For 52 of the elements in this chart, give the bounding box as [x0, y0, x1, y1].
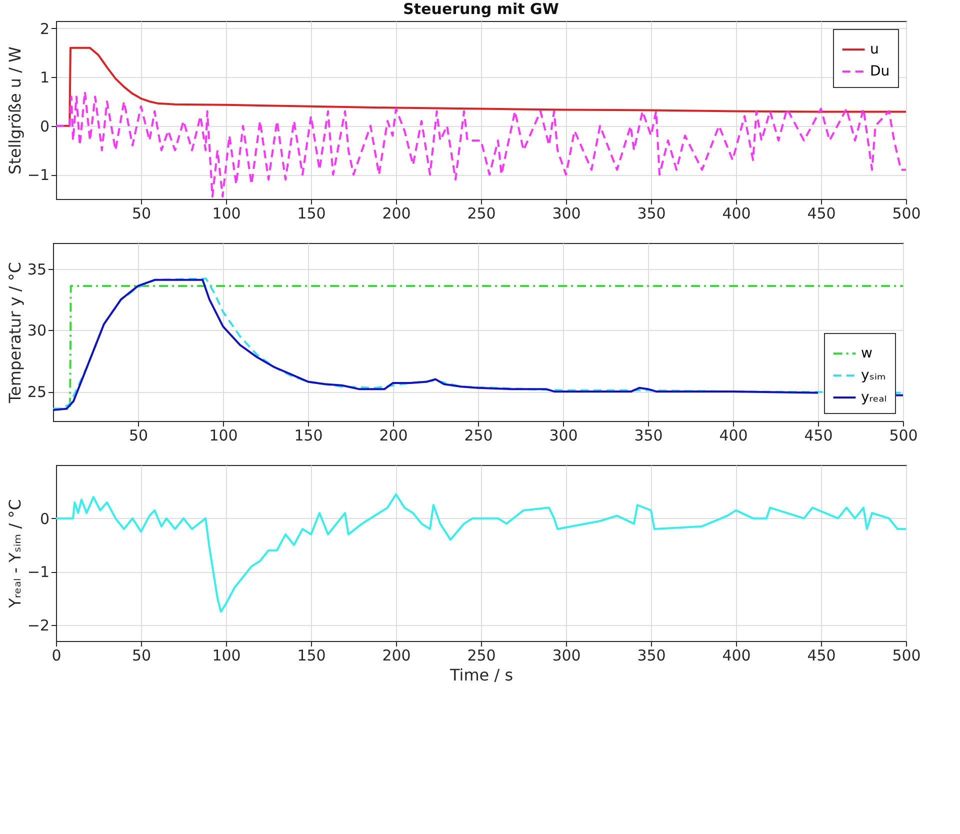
- y-tick-label: −2: [27, 616, 50, 634]
- x-tick-label: 200: [382, 646, 411, 664]
- x-tick-label: 50: [132, 204, 152, 222]
- x-tick-label: 400: [722, 204, 751, 222]
- x-tick-label: 350: [634, 426, 663, 444]
- y-tick-label: −1: [27, 563, 50, 582]
- x-axis-title: Time / s: [448, 666, 514, 684]
- x-tick-label: 250: [467, 204, 496, 222]
- y-tick-label: 35: [27, 260, 46, 278]
- x-tick-label: 500: [889, 426, 918, 444]
- legend-label: Du: [870, 64, 890, 80]
- x-tick-label: 100: [212, 646, 241, 664]
- y-tick-label: 2: [40, 20, 50, 38]
- x-tick-label: 450: [804, 426, 833, 444]
- legend-label: yₛᵢₘ: [861, 368, 886, 384]
- x-tick-label: 200: [382, 204, 411, 222]
- x-tick-label: 450: [807, 204, 836, 222]
- y-tick-label: 25: [27, 383, 46, 402]
- x-tick-label: 300: [552, 646, 581, 664]
- x-tick-label: 300: [552, 204, 581, 222]
- x-tick-label: 400: [722, 646, 751, 664]
- y-axis-title: Yᵣₑₐₗ - Yₛᵢₘ / °C: [5, 499, 24, 609]
- legend-label: w: [861, 346, 872, 362]
- x-tick-label: 450: [807, 646, 836, 664]
- x-tick-label: 150: [294, 426, 323, 444]
- x-tick-label: 100: [209, 426, 238, 444]
- x-tick-label: 250: [464, 426, 493, 444]
- x-tick-label: 50: [128, 426, 148, 444]
- y-tick-label: 30: [27, 322, 46, 340]
- y-tick-label: 0: [40, 117, 50, 136]
- line-series: [56, 493, 906, 613]
- x-tick-label: 350: [637, 646, 666, 664]
- x-tick-label: 400: [719, 426, 748, 444]
- y-axis-title: Stellgröße u / W: [5, 46, 24, 174]
- series-label: yᵣₑₐₗ: [861, 390, 887, 406]
- x-tick-label: 150: [297, 646, 326, 664]
- x-tick-label: 150: [297, 204, 326, 222]
- y-tick-label: 1: [40, 68, 50, 87]
- x-tick-label: 300: [549, 426, 578, 444]
- x-tick-label: 200: [379, 426, 408, 444]
- legend-label: u: [870, 42, 879, 58]
- x-tick-label: 0: [52, 646, 62, 664]
- x-tick-label: 500: [892, 204, 921, 222]
- y-tick-label: 0: [40, 510, 50, 528]
- chart-title: Steuerung mit GW: [403, 0, 560, 18]
- x-tick-label: 50: [132, 646, 152, 664]
- y-tick-label: −1: [27, 166, 50, 184]
- y-axis-title: Temperatur y / °C: [5, 262, 24, 404]
- x-tick-label: 350: [637, 204, 666, 222]
- x-tick-label: 500: [892, 646, 921, 664]
- x-tick-label: 100: [212, 204, 241, 222]
- x-tick-label: 250: [467, 646, 496, 664]
